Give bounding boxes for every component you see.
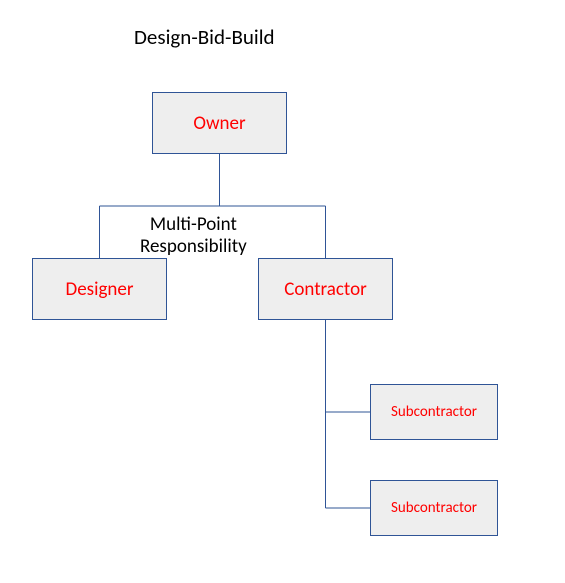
- caption-line2: Responsibility: [140, 235, 247, 258]
- caption-line1: Multi-Point: [150, 213, 237, 236]
- node-sub1: Subcontractor: [370, 384, 498, 440]
- node-sub1-label: Subcontractor: [391, 403, 477, 421]
- node-designer: Designer: [32, 258, 167, 320]
- node-owner-label: Owner: [193, 112, 245, 135]
- diagram-caption: Multi-Point Responsibility: [140, 214, 247, 258]
- diagram-title: Design-Bid-Build: [134, 24, 275, 50]
- node-contractor-label: Contractor: [284, 278, 367, 301]
- node-sub2: Subcontractor: [370, 480, 498, 536]
- node-sub2-label: Subcontractor: [391, 499, 477, 517]
- node-designer-label: Designer: [66, 278, 134, 301]
- node-owner: Owner: [152, 92, 287, 154]
- node-contractor: Contractor: [258, 258, 393, 320]
